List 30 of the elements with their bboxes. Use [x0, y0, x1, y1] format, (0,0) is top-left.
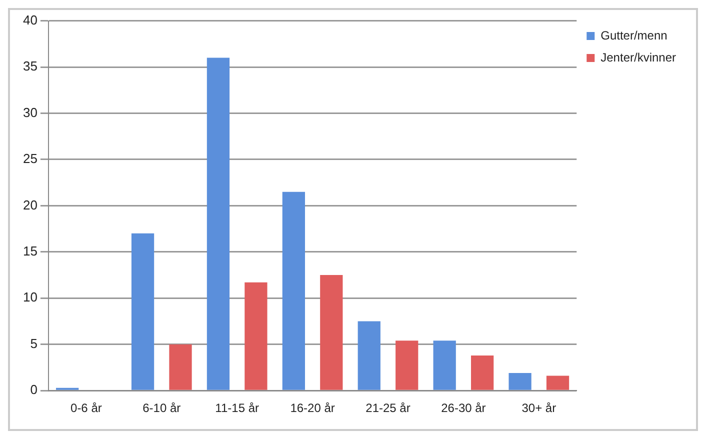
- bar: [358, 321, 380, 390]
- y-tick-label: 35: [22, 58, 38, 74]
- x-tick-label: 16-20 år: [290, 401, 335, 416]
- x-tick-label: 0-6 år: [70, 401, 102, 416]
- y-tick-label: 10: [22, 290, 38, 305]
- bar: [169, 344, 192, 390]
- legend-label: Jenter/kvinner: [600, 50, 676, 64]
- y-tick-label: 15: [22, 244, 38, 259]
- bar: [244, 282, 268, 390]
- x-tick-label: 11-15 år: [215, 401, 259, 416]
- bar: [470, 355, 494, 390]
- bar: [546, 376, 570, 390]
- y-tick-label: 40: [22, 12, 38, 28]
- bar: [282, 192, 305, 390]
- bar: [131, 233, 154, 390]
- bar: [320, 275, 343, 390]
- x-tick-label: 6-10 år: [142, 401, 181, 416]
- x-tick-label: 26-30 år: [441, 401, 486, 416]
- legend-label: Gutter/menn: [600, 28, 668, 42]
- y-tick-label: 5: [30, 336, 38, 351]
- x-tick-label: 21-25 år: [366, 401, 410, 416]
- y-tick-label: 0: [30, 382, 38, 398]
- bar: [433, 340, 456, 390]
- y-tick-label: 30: [22, 104, 38, 120]
- bar: [508, 373, 532, 390]
- bar: [206, 58, 230, 390]
- y-tick-label: 20: [22, 197, 38, 212]
- bar: [396, 340, 418, 390]
- y-tick-label: 25: [22, 151, 38, 166]
- x-tick-label: 30+ år: [522, 401, 556, 416]
